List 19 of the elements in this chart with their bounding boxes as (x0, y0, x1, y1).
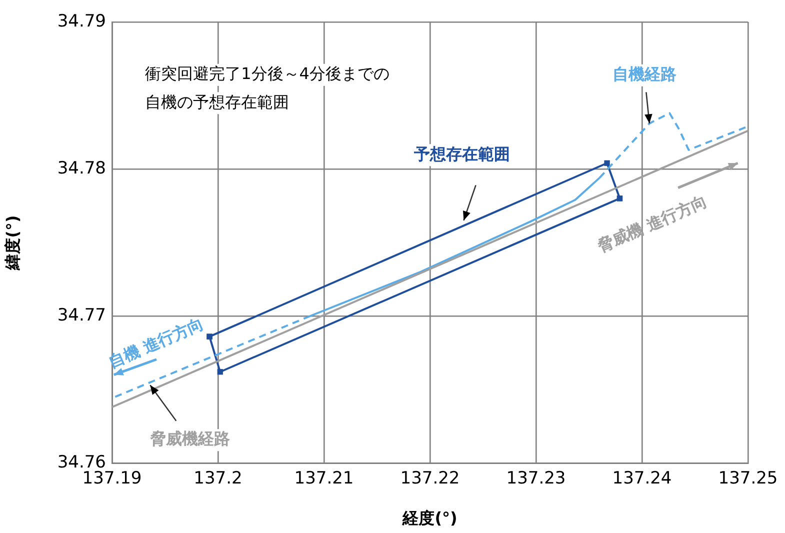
x-tick-label: 137.24 (612, 468, 672, 489)
y-tick-label: 34.77 (57, 305, 106, 326)
x-tick-label: 137.2 (194, 468, 242, 489)
annotation: 脅威機 進行方向 (593, 191, 710, 256)
x-axis-title: 経度(°) (402, 508, 458, 528)
annotation: 脅威機経路 (149, 429, 230, 448)
x-tick-label: 137.22 (400, 468, 460, 489)
x-tick-label: 137.19 (82, 468, 142, 489)
x-tick-label: 137.23 (506, 468, 566, 489)
x-tick-label: 137.21 (294, 468, 354, 489)
y-axis-title: 緯度(°) (2, 215, 22, 271)
annotation: 自機経路 (612, 64, 676, 84)
annotation: 予想存在範囲 (412, 144, 510, 164)
annotation: 自機 進行方向 (106, 314, 206, 372)
annotation: 自機の予想存在範囲 (145, 92, 290, 112)
y-tick-label: 34.79 (57, 11, 106, 32)
x-tick-label: 137.25 (718, 468, 778, 489)
annotation: 衝突回避完了1分後～4分後までの (145, 64, 390, 84)
y-tick-label: 34.78 (57, 158, 106, 178)
